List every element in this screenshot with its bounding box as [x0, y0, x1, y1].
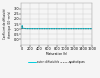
Y-axis label: Coefficient de diffusivité
thermique (10⁻⁷m²/s): Coefficient de diffusivité thermique (10… [4, 9, 12, 39]
autor: diffusivités: (50, 1.08): diffusivités: (50, 1.08) [23, 28, 24, 29]
quadratiques [21, 27, 23, 28]
autor: diffusivités: (800, 1.05): diffusivités: (800, 1.05) [56, 28, 57, 29]
autor: diffusivités: (400, 1.05): diffusivités: (400, 1.05) [38, 28, 40, 29]
autor: diffusivités: (15, 1.35): diffusivités: (15, 1.35) [22, 25, 23, 26]
quadratiques [65, 28, 66, 29]
quadratiques [25, 28, 26, 29]
quadratiques [30, 28, 31, 29]
autor: diffusivités: (200, 1.05): diffusivités: (200, 1.05) [30, 28, 31, 29]
autor: diffusivités: (8, 1.06): diffusivités: (8, 1.06) [21, 28, 22, 29]
quadratiques [22, 27, 23, 28]
quadratiques [22, 26, 23, 27]
quadratiques [22, 28, 23, 29]
quadratiques [23, 28, 24, 29]
quadratiques [21, 28, 22, 29]
quadratiques [21, 28, 22, 29]
quadratiques [56, 28, 57, 29]
quadratiques [21, 28, 22, 29]
quadratiques [22, 26, 23, 27]
autor: diffusivités: (1e+03, 1.05): diffusivités: (1e+03, 1.05) [65, 28, 66, 29]
autor: diffusivités: (10, 1.08): diffusivités: (10, 1.08) [21, 28, 22, 29]
autor: diffusivités: (1.6e+03, 1.05): diffusivités: (1.6e+03, 1.05) [91, 28, 93, 29]
autor: diffusivités: (22, 1.15): diffusivités: (22, 1.15) [22, 27, 23, 28]
quadratiques [91, 28, 93, 29]
autor: diffusivités: (18, 1.25): diffusivités: (18, 1.25) [22, 26, 23, 27]
quadratiques [74, 28, 75, 29]
autor: diffusivités: (100, 1.05): diffusivités: (100, 1.05) [25, 28, 26, 29]
autor: diffusivités: (1.4e+03, 1.05): diffusivités: (1.4e+03, 1.05) [83, 28, 84, 29]
autor: diffusivités: (0, 1.05): diffusivités: (0, 1.05) [21, 28, 22, 29]
autor: diffusivités: (1.2e+03, 1.05): diffusivités: (1.2e+03, 1.05) [74, 28, 75, 29]
autor: diffusivités: (30, 1.1): diffusivités: (30, 1.1) [22, 28, 23, 29]
quadratiques [47, 28, 48, 29]
quadratiques [38, 28, 40, 29]
autor: diffusivités: (600, 1.05): diffusivités: (600, 1.05) [47, 28, 48, 29]
Legend: autor: diffusivités, quadratiques: autor: diffusivités, quadratiques [27, 59, 86, 65]
quadratiques [83, 28, 84, 29]
autor: diffusivités: (12, 1.18): diffusivités: (12, 1.18) [21, 27, 23, 28]
Line: quadratiques: quadratiques [21, 26, 92, 29]
autor: diffusivités: (5, 1.05): diffusivités: (5, 1.05) [21, 28, 22, 29]
quadratiques [21, 28, 22, 29]
X-axis label: Maturation (h): Maturation (h) [46, 52, 67, 56]
Line: autor: diffusivités: autor: diffusivités [21, 26, 92, 29]
